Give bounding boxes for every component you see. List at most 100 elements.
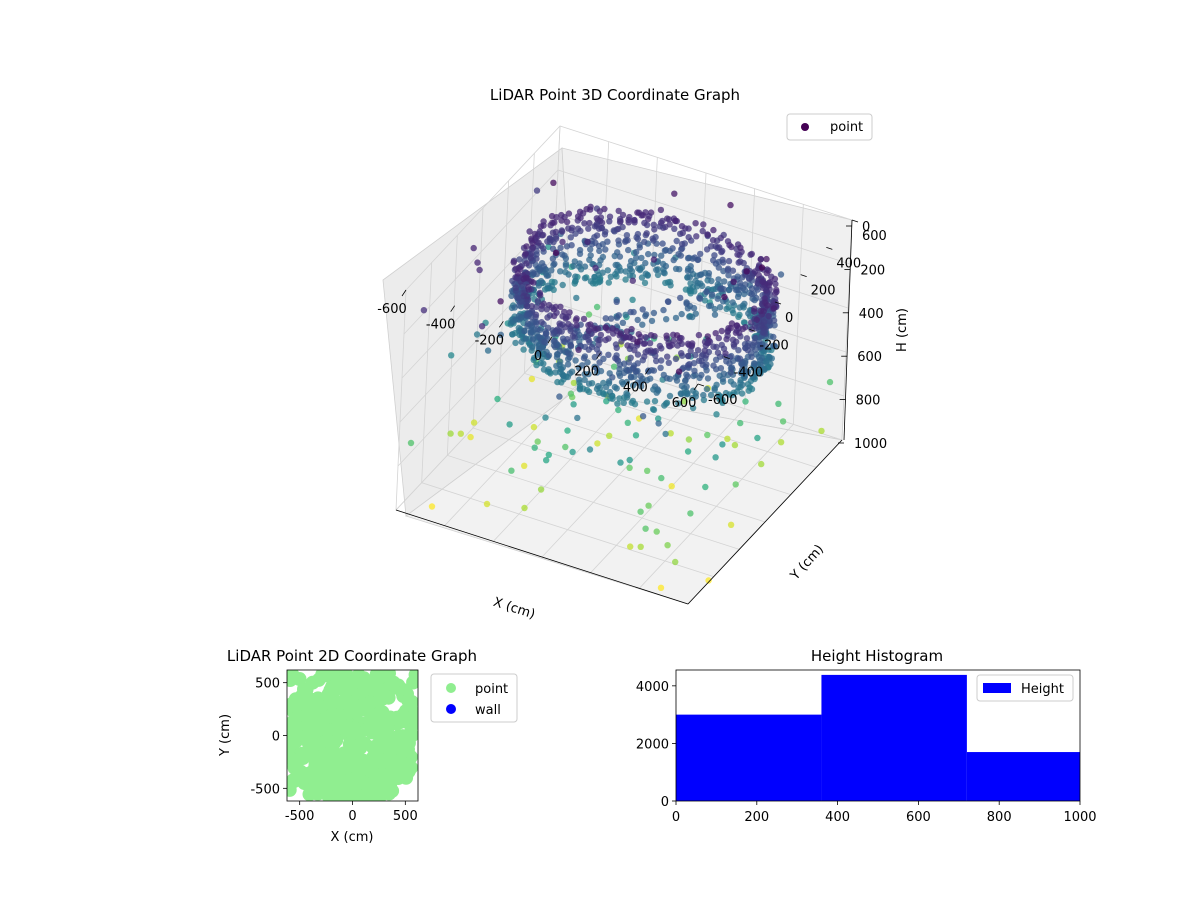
point-marker — [585, 225, 592, 232]
point-marker — [572, 357, 579, 364]
point-marker — [724, 328, 731, 335]
point-marker — [748, 319, 755, 326]
point-marker-2d — [372, 671, 386, 686]
point-marker-2d — [321, 788, 336, 801]
point-marker — [672, 314, 680, 322]
point-marker — [686, 274, 693, 281]
point-marker — [731, 441, 739, 449]
point-marker — [764, 302, 771, 309]
y-tick-mark-3d — [774, 301, 782, 305]
point-marker — [701, 338, 709, 346]
x-tick-mark-3d — [645, 368, 650, 375]
point-marker — [553, 354, 561, 361]
point-marker — [704, 333, 711, 340]
point-marker — [517, 314, 525, 321]
point-marker-2d — [290, 728, 305, 743]
point-marker — [574, 414, 581, 422]
point-marker — [534, 438, 541, 445]
axes-2d: -500 0 500 -500 0 500 — [250, 677, 417, 824]
point-marker — [701, 347, 708, 354]
y-tick-mark-3d — [800, 274, 807, 278]
point-marker — [520, 346, 527, 353]
point-marker — [643, 230, 650, 237]
point-marker — [653, 266, 660, 273]
point-marker — [665, 359, 672, 366]
x-tick-label-2d: 500 — [393, 809, 418, 824]
point-marker — [611, 383, 619, 391]
point-marker-2d — [381, 690, 396, 705]
point-marker-2d — [385, 783, 400, 798]
point-marker — [631, 216, 638, 224]
point-marker — [745, 387, 752, 394]
histogram-bars — [676, 674, 1080, 801]
point-marker — [750, 360, 758, 367]
point-marker — [675, 400, 682, 407]
point-marker — [664, 215, 671, 222]
legend-3d-marker-point — [801, 123, 809, 131]
point-marker — [704, 231, 711, 239]
point-marker-2d — [308, 756, 323, 770]
point-marker — [478, 323, 486, 330]
x-tick-label-histogram: 800 — [987, 810, 1012, 825]
point-marker-2d — [328, 710, 342, 725]
point-marker — [528, 245, 536, 252]
point-marker-2d — [332, 778, 347, 793]
point-marker — [722, 350, 729, 357]
point-marker — [521, 462, 528, 469]
point-marker — [626, 262, 634, 269]
point-marker — [737, 244, 744, 251]
point-marker — [703, 246, 711, 253]
point-marker — [428, 503, 436, 510]
point-marker — [661, 402, 668, 409]
point-marker-2d — [325, 670, 339, 681]
x-tick-label-histogram: 600 — [906, 810, 931, 825]
plot-frame-histogram — [675, 669, 1081, 802]
y-tick-label-3d: -600 — [708, 393, 738, 408]
point-marker — [520, 275, 527, 283]
point-marker — [572, 317, 580, 324]
point-marker — [662, 430, 669, 438]
point-marker — [641, 279, 649, 287]
point-marker — [593, 303, 601, 311]
point-marker — [744, 381, 752, 388]
x-tick-label-2d: 0 — [348, 809, 356, 824]
point-marker — [663, 332, 670, 339]
point-marker-2d — [363, 695, 378, 710]
z-tick-label-3d: 200 — [860, 263, 885, 278]
point-marker — [748, 250, 755, 258]
point-marker — [691, 367, 698, 374]
point-marker-2d — [342, 698, 357, 712]
point-marker — [525, 286, 532, 293]
point-marker — [562, 268, 569, 276]
point-marker — [666, 392, 674, 400]
x-axis-3d: -600 -400 -200 0 200 400 600 — [377, 289, 699, 605]
point-marker-2d — [371, 723, 386, 738]
point-marker — [622, 334, 629, 341]
point-marker — [753, 351, 760, 358]
point-marker — [615, 207, 622, 215]
point-marker — [549, 255, 557, 262]
point-marker — [685, 352, 692, 360]
y-tick-label-3d: 400 — [836, 256, 861, 271]
point-marker — [660, 371, 667, 379]
point-marker — [528, 375, 536, 383]
point-marker — [484, 347, 492, 354]
point-marker — [646, 340, 654, 347]
point-marker — [671, 190, 678, 197]
point-marker — [596, 336, 604, 344]
y-tick-mark-3d — [851, 219, 859, 223]
z-tick-label-3d: 600 — [857, 350, 882, 365]
point-marker — [647, 347, 654, 354]
point-marker — [716, 372, 723, 379]
chart-3d: LiDAR Point 3D Coordinate Graph -600 -400… — [377, 86, 910, 622]
point-marker — [703, 288, 710, 295]
z-tick-label-3d: 800 — [856, 394, 881, 409]
point-marker — [674, 342, 681, 349]
point-marker — [648, 317, 656, 325]
point-marker-2d — [400, 760, 415, 775]
point-marker — [575, 364, 583, 372]
point-marker-2d — [356, 753, 371, 768]
point-marker — [758, 460, 765, 468]
point-marker — [623, 328, 631, 335]
point-marker — [522, 250, 529, 257]
